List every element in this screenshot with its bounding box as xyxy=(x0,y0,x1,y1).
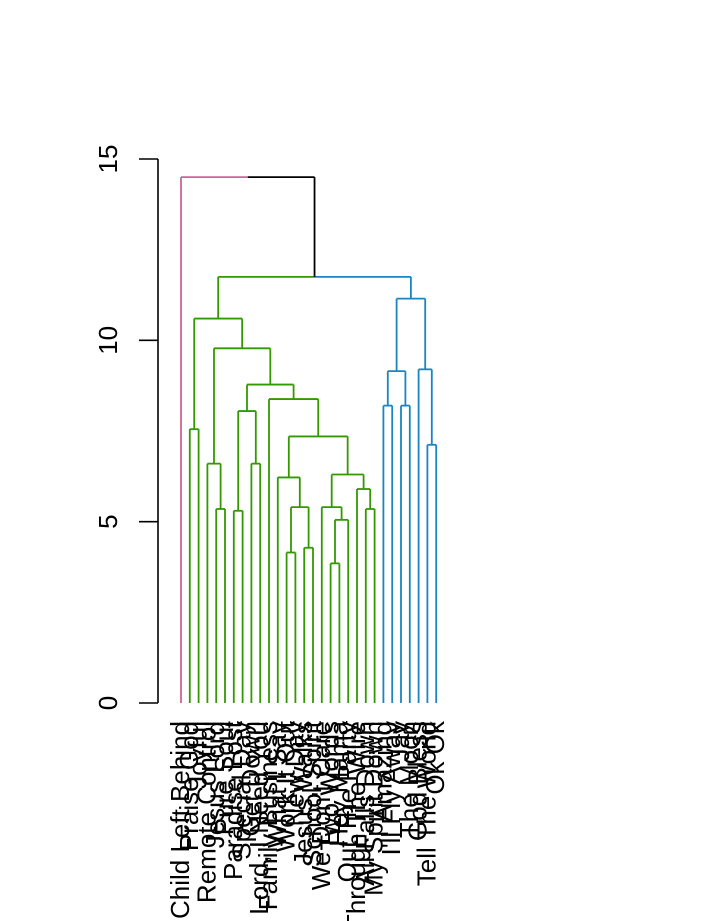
leaf-label: School Spirit xyxy=(297,720,327,867)
leaf-label: Pure Soul xyxy=(209,721,239,835)
leaf-label: The Moon xyxy=(394,721,424,838)
y-axis: 0 5 10 15 xyxy=(93,145,159,710)
leaf-label: Two Words xyxy=(315,721,345,851)
leaf-label: Through The Wire xyxy=(341,721,371,921)
leaf-label: Amazing xyxy=(367,721,397,822)
leaf-label: Family Business xyxy=(253,721,283,910)
leaf-label: We Don't Care xyxy=(306,721,336,890)
leaf-label: Lord, I Need You xyxy=(244,721,274,915)
leaf-label: God Bless xyxy=(403,721,433,841)
leaf-label: Special Day xyxy=(227,721,257,860)
leaf-label: Hey Mama xyxy=(323,720,353,846)
y-tick-label: 10 xyxy=(93,326,123,355)
leaf-label: Jesus Walks xyxy=(288,721,318,866)
y-tick-label: 5 xyxy=(93,514,123,528)
leaf-label: Work It Out xyxy=(271,720,301,852)
leaf-label: Paradise Lost xyxy=(218,720,248,880)
leaf-label: Joyful xyxy=(183,721,213,789)
leaf-label: Jesus Lord xyxy=(200,721,230,848)
leaf-label: I'll Fly Away xyxy=(376,721,406,856)
leaf-label: Tell The World xyxy=(411,721,441,886)
leaf-label: Remote Control xyxy=(191,721,221,903)
leaf-label: The Child Left Behind xyxy=(165,721,195,921)
leaf-label: Get Down xyxy=(235,721,265,837)
leaf-label: What I Say xyxy=(262,721,292,848)
leaf-label: New Day xyxy=(279,721,309,826)
leaf-label: Ok Ok xyxy=(420,720,450,795)
leaf-label: Praise God xyxy=(174,721,204,851)
y-tick-label: 0 xyxy=(93,696,123,710)
y-tick-label: 15 xyxy=(93,145,123,174)
leaf-label: Jay xyxy=(385,721,415,761)
leaf-label: Out The Party xyxy=(332,721,362,882)
leaf-label: My Spirit Down xyxy=(359,721,389,896)
leaf-label: All Falls Down xyxy=(350,721,380,886)
dendrogram-branches xyxy=(180,176,438,703)
